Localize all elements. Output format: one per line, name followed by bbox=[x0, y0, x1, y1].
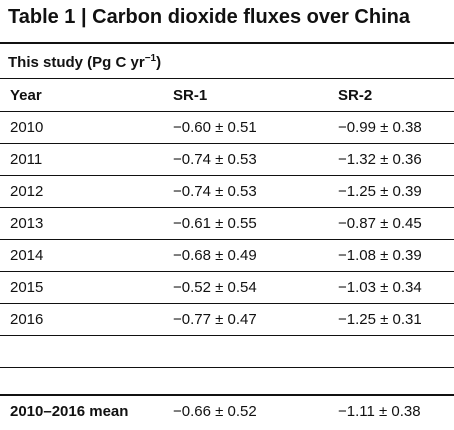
sr2-cell: −1.03 ± 0.34 bbox=[338, 279, 422, 296]
title-rule bbox=[0, 42, 454, 44]
section-label: This study (Pg C yr−1) bbox=[8, 52, 161, 74]
sr2-cell: −1.25 ± 0.39 bbox=[338, 183, 422, 200]
sr2-cell: −0.87 ± 0.45 bbox=[338, 215, 422, 232]
row-divider bbox=[0, 367, 454, 368]
table-row: 2015 −0.52 ± 0.54 −1.03 ± 0.34 bbox=[0, 272, 454, 303]
sr1-cell: −0.52 ± 0.54 bbox=[173, 279, 257, 296]
row-divider bbox=[0, 335, 454, 336]
sr2-cell: −1.25 ± 0.31 bbox=[338, 311, 422, 328]
section-label-close: ) bbox=[156, 54, 162, 71]
table-row: 2013 −0.61 ± 0.55 −0.87 ± 0.45 bbox=[0, 208, 454, 239]
sr1-cell: −0.60 ± 0.51 bbox=[173, 119, 257, 136]
sr1-cell: −0.68 ± 0.49 bbox=[173, 247, 257, 264]
column-header-sr1: SR-1 bbox=[173, 87, 208, 104]
mean-sr2-cell: −1.11 ± 0.38 bbox=[338, 403, 421, 420]
row-divider bbox=[0, 303, 454, 304]
row-divider bbox=[0, 271, 454, 272]
row-divider bbox=[0, 143, 454, 144]
mean-rule bbox=[0, 394, 454, 396]
header-rule bbox=[0, 111, 454, 112]
mean-sr1-cell: −0.66 ± 0.52 bbox=[173, 403, 257, 420]
year-cell: 2014 bbox=[10, 247, 44, 264]
sr1-cell: −0.74 ± 0.53 bbox=[173, 183, 257, 200]
table-title: Table 1 | Carbon dioxide fluxes over Chi… bbox=[8, 6, 410, 28]
year-cell: 2016 bbox=[10, 311, 44, 328]
year-cell: 2012 bbox=[10, 183, 44, 200]
year-cell: 2011 bbox=[10, 151, 43, 168]
sr1-cell: −0.77 ± 0.47 bbox=[173, 311, 257, 328]
mean-row: 2010–2016 mean −0.66 ± 0.52 −1.11 ± 0.38 bbox=[0, 396, 454, 427]
column-header-year: Year bbox=[10, 87, 42, 104]
year-cell: 2010 bbox=[10, 119, 44, 136]
section-rule bbox=[0, 78, 454, 79]
sr2-cell: −0.99 ± 0.38 bbox=[338, 119, 422, 136]
sr2-cell: −1.32 ± 0.36 bbox=[338, 151, 422, 168]
row-divider bbox=[0, 239, 454, 240]
column-header-sr2: SR-2 bbox=[338, 87, 373, 104]
table-row: 2012 −0.74 ± 0.53 −1.25 ± 0.39 bbox=[0, 176, 454, 207]
table-row: 2016 −0.77 ± 0.47 −1.25 ± 0.31 bbox=[0, 304, 454, 335]
sr2-cell: −1.08 ± 0.39 bbox=[338, 247, 422, 264]
year-cell: 2013 bbox=[10, 215, 44, 232]
year-cell: 2015 bbox=[10, 279, 44, 296]
mean-label: 2010–2016 mean bbox=[10, 403, 129, 420]
table-row: 2010 −0.60 ± 0.51 −0.99 ± 0.38 bbox=[0, 112, 454, 143]
table-row: 2011 −0.74 ± 0.53 −1.32 ± 0.36 bbox=[0, 144, 454, 175]
table-row: 2014 −0.68 ± 0.49 −1.08 ± 0.39 bbox=[0, 240, 454, 271]
sr1-cell: −0.74 ± 0.53 bbox=[173, 151, 257, 168]
row-divider bbox=[0, 175, 454, 176]
header-row: Year SR-1 SR-2 bbox=[0, 80, 454, 111]
section-label-text: This study (Pg C yr bbox=[8, 54, 145, 71]
sr1-cell: −0.61 ± 0.55 bbox=[173, 215, 257, 232]
row-divider bbox=[0, 207, 454, 208]
section-unit-exponent: −1 bbox=[144, 53, 157, 64]
